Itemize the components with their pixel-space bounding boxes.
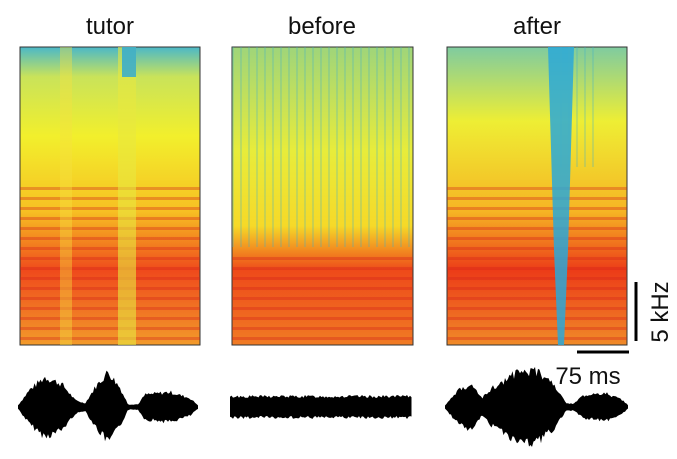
waveforms	[18, 367, 628, 447]
spectrogram	[231, 46, 414, 346]
panel-title: after	[513, 13, 561, 40]
waveform	[230, 395, 412, 419]
spectrogram	[19, 46, 201, 346]
waveform	[445, 367, 628, 447]
panel-title: before	[288, 13, 356, 40]
spectrogram	[446, 46, 628, 346]
waveform	[18, 370, 198, 442]
scale-label: 75 ms	[555, 363, 620, 390]
scale-label: 5 kHz	[647, 281, 674, 342]
panel-title: tutor	[86, 13, 134, 40]
